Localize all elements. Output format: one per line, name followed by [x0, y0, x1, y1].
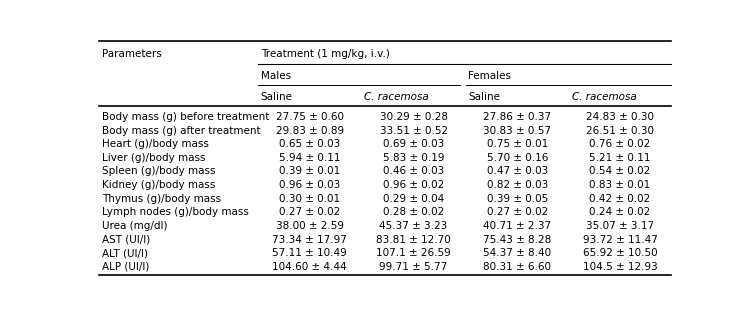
Text: 0.47 ± 0.03: 0.47 ± 0.03: [487, 167, 548, 177]
Text: 83.81 ± 12.70: 83.81 ± 12.70: [376, 235, 451, 245]
Text: 0.39 ± 0.05: 0.39 ± 0.05: [487, 194, 548, 204]
Text: 0.96 ± 0.03: 0.96 ± 0.03: [279, 180, 340, 190]
Text: ALP (UI/l): ALP (UI/l): [102, 262, 149, 272]
Text: 45.37 ± 3.23: 45.37 ± 3.23: [379, 221, 448, 231]
Text: 29.83 ± 0.89: 29.83 ± 0.89: [276, 126, 343, 136]
Text: 57.11 ± 10.49: 57.11 ± 10.49: [272, 248, 347, 258]
Text: 0.30 ± 0.01: 0.30 ± 0.01: [279, 194, 340, 204]
Text: 0.69 ± 0.03: 0.69 ± 0.03: [383, 139, 444, 149]
Text: 104.60 ± 4.44: 104.60 ± 4.44: [273, 262, 347, 272]
Text: 27.86 ± 0.37: 27.86 ± 0.37: [484, 112, 551, 122]
Text: Treatment (1 mg/kg, i.v.): Treatment (1 mg/kg, i.v.): [261, 49, 390, 59]
Text: Body mass (g) before treatment: Body mass (g) before treatment: [102, 112, 269, 122]
Text: 93.72 ± 11.47: 93.72 ± 11.47: [583, 235, 657, 245]
Text: 0.96 ± 0.02: 0.96 ± 0.02: [383, 180, 444, 190]
Text: 0.76 ± 0.02: 0.76 ± 0.02: [589, 139, 650, 149]
Text: Saline: Saline: [469, 92, 501, 102]
Text: Spleen (g)/body mass: Spleen (g)/body mass: [102, 167, 215, 177]
Text: 26.51 ± 0.30: 26.51 ± 0.30: [586, 126, 654, 136]
Text: 5.94 ± 0.11: 5.94 ± 0.11: [279, 153, 340, 163]
Text: 0.46 ± 0.03: 0.46 ± 0.03: [383, 167, 444, 177]
Text: 73.34 ± 17.97: 73.34 ± 17.97: [272, 235, 347, 245]
Text: 0.83 ± 0.01: 0.83 ± 0.01: [589, 180, 650, 190]
Text: Thymus (g)/body mass: Thymus (g)/body mass: [102, 194, 221, 204]
Text: 35.07 ± 3.17: 35.07 ± 3.17: [586, 221, 654, 231]
Text: C. racemosa: C. racemosa: [572, 92, 637, 102]
Text: Saline: Saline: [261, 92, 293, 102]
Text: 0.24 ± 0.02: 0.24 ± 0.02: [589, 208, 650, 218]
Text: 24.83 ± 0.30: 24.83 ± 0.30: [586, 112, 654, 122]
Text: 75.43 ± 8.28: 75.43 ± 8.28: [484, 235, 551, 245]
Text: 27.75 ± 0.60: 27.75 ± 0.60: [276, 112, 343, 122]
Text: 0.54 ± 0.02: 0.54 ± 0.02: [589, 167, 650, 177]
Text: 0.75 ± 0.01: 0.75 ± 0.01: [487, 139, 548, 149]
Text: 0.28 ± 0.02: 0.28 ± 0.02: [383, 208, 444, 218]
Text: 80.31 ± 6.60: 80.31 ± 6.60: [484, 262, 551, 272]
Text: Kidney (g)/body mass: Kidney (g)/body mass: [102, 180, 215, 190]
Text: 0.82 ± 0.03: 0.82 ± 0.03: [487, 180, 548, 190]
Text: 40.71 ± 2.37: 40.71 ± 2.37: [484, 221, 551, 231]
Text: Liver (g)/body mass: Liver (g)/body mass: [102, 153, 206, 163]
Text: 33.51 ± 0.52: 33.51 ± 0.52: [379, 126, 448, 136]
Text: ALT (UI/l): ALT (UI/l): [102, 248, 148, 258]
Text: 30.83 ± 0.57: 30.83 ± 0.57: [484, 126, 551, 136]
Text: Heart (g)/body mass: Heart (g)/body mass: [102, 139, 209, 149]
Text: Body mass (g) after treatment: Body mass (g) after treatment: [102, 126, 261, 136]
Text: 0.65 ± 0.03: 0.65 ± 0.03: [279, 139, 340, 149]
Text: C. racemosa: C. racemosa: [364, 92, 429, 102]
Text: Urea (mg/dl): Urea (mg/dl): [102, 221, 168, 231]
Text: 5.70 ± 0.16: 5.70 ± 0.16: [486, 153, 548, 163]
Text: Lymph nodes (g)/body mass: Lymph nodes (g)/body mass: [102, 208, 249, 218]
Text: 99.71 ± 5.77: 99.71 ± 5.77: [379, 262, 448, 272]
Text: 0.42 ± 0.02: 0.42 ± 0.02: [589, 194, 650, 204]
Text: 5.83 ± 0.19: 5.83 ± 0.19: [383, 153, 444, 163]
Text: 104.5 ± 12.93: 104.5 ± 12.93: [583, 262, 657, 272]
Text: 5.21 ± 0.11: 5.21 ± 0.11: [589, 153, 650, 163]
Text: 0.27 ± 0.02: 0.27 ± 0.02: [487, 208, 548, 218]
Text: Males: Males: [261, 71, 291, 81]
Text: 30.29 ± 0.28: 30.29 ± 0.28: [379, 112, 448, 122]
Text: Females: Females: [469, 71, 511, 81]
Text: 0.39 ± 0.01: 0.39 ± 0.01: [279, 167, 340, 177]
Text: AST (UI/l): AST (UI/l): [102, 235, 150, 245]
Text: 0.29 ± 0.04: 0.29 ± 0.04: [383, 194, 444, 204]
Text: 107.1 ± 26.59: 107.1 ± 26.59: [376, 248, 451, 258]
Text: 65.92 ± 10.50: 65.92 ± 10.50: [583, 248, 657, 258]
Text: Parameters: Parameters: [102, 49, 162, 59]
Text: 54.37 ± 8.40: 54.37 ± 8.40: [484, 248, 551, 258]
Text: 0.27 ± 0.02: 0.27 ± 0.02: [279, 208, 340, 218]
Text: 38.00 ± 2.59: 38.00 ± 2.59: [276, 221, 343, 231]
